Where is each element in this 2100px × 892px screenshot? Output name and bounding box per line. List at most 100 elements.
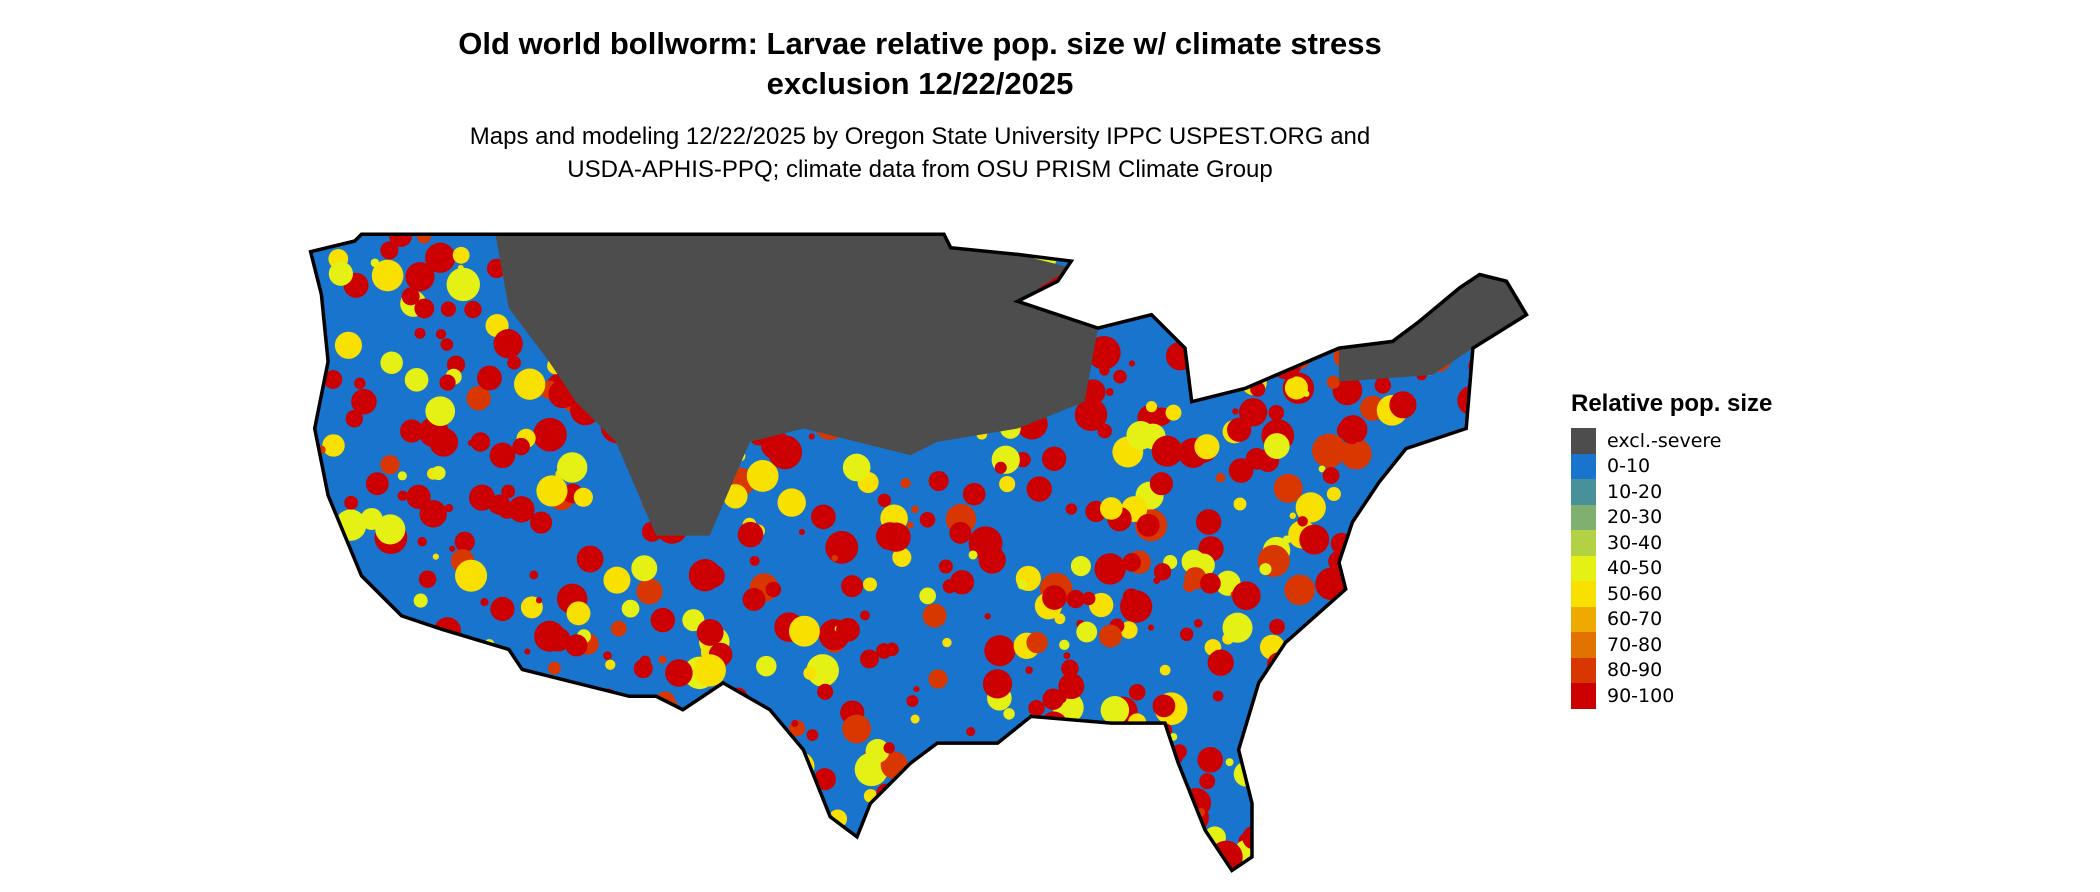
- population-cell: [1248, 755, 1270, 778]
- population-cell: [1336, 420, 1356, 440]
- population-cell: [699, 836, 715, 852]
- population-cell: [1126, 421, 1156, 450]
- population-cell: [413, 593, 428, 608]
- population-cell: [939, 824, 973, 858]
- population-cell: [658, 655, 667, 664]
- legend-label: 90-100: [1607, 684, 1675, 707]
- population-cell: [1018, 234, 1036, 245]
- population-cell: [1489, 651, 1509, 671]
- population-cell: [903, 837, 935, 869]
- population-cell: [620, 799, 635, 814]
- population-cell: [1239, 339, 1269, 368]
- population-cell: [365, 472, 389, 496]
- population-cell: [566, 601, 591, 626]
- population-cell: [1227, 417, 1252, 442]
- population-cell: [1186, 326, 1220, 361]
- population-cell: [1379, 651, 1405, 678]
- population-cell: [1311, 433, 1346, 468]
- population-cell: [1058, 673, 1085, 700]
- population-cell: [1505, 719, 1527, 742]
- population-cell: [1497, 649, 1521, 673]
- population-cell: [1326, 375, 1340, 389]
- population-cell: [1489, 336, 1507, 355]
- population-cell: [1453, 465, 1460, 472]
- population-cell: [310, 768, 321, 786]
- population-cell: [1113, 805, 1125, 817]
- population-cell: [693, 654, 726, 687]
- population-cell: [1441, 795, 1471, 825]
- population-cell: [418, 570, 437, 588]
- population-cell: [1063, 652, 1071, 660]
- population-cell: [1134, 840, 1166, 871]
- population-cell: [404, 368, 429, 392]
- population-cell: [1413, 692, 1438, 718]
- population-cell: [580, 763, 599, 781]
- population-cell: [864, 858, 892, 871]
- population-cell: [984, 613, 991, 620]
- population-cell: [1302, 691, 1320, 708]
- population-cell: [1499, 444, 1510, 455]
- population-cell: [1332, 375, 1363, 406]
- population-cell: [1446, 673, 1457, 684]
- population-cell: [1061, 659, 1079, 678]
- map-title: Old world bollworm: Larvae relative pop.…: [0, 24, 1840, 104]
- population-cell: [369, 696, 402, 729]
- population-cell: [322, 724, 350, 753]
- population-cell: [1297, 516, 1308, 527]
- population-cell: [1385, 663, 1418, 697]
- population-cell: [962, 482, 986, 506]
- population-cell: [1215, 308, 1231, 325]
- population-cell: [1128, 683, 1146, 701]
- population-cell: [1307, 335, 1316, 345]
- population-cell: [877, 493, 892, 507]
- population-cell: [1498, 357, 1512, 371]
- population-cell: [1042, 688, 1064, 710]
- population-cell: [1423, 295, 1431, 304]
- population-cell: [475, 808, 493, 827]
- population-cell: [842, 453, 871, 482]
- population-cell: [1165, 404, 1182, 421]
- population-cell: [895, 778, 921, 805]
- subtitle-line-1: Maps and modeling 12/22/2025 by Oregon S…: [469, 123, 1371, 150]
- population-cell: [1075, 729, 1104, 758]
- population-cell: [1439, 476, 1466, 503]
- map-subtitle: Maps and modeling 12/22/2025 by Oregon S…: [0, 120, 1840, 186]
- population-cell: [911, 505, 919, 514]
- population-cell: [1232, 581, 1261, 610]
- population-cell: [756, 655, 777, 677]
- population-cell: [1284, 574, 1315, 606]
- population-cell: [1222, 612, 1253, 643]
- population-cell: [488, 711, 518, 741]
- legend-swatch: [1571, 530, 1596, 556]
- population-cell: [355, 734, 378, 757]
- title-line-2: exclusion 12/22/2025: [766, 66, 1074, 101]
- population-cell: [1509, 776, 1516, 784]
- population-cell: [399, 768, 415, 783]
- population-cell: [395, 702, 418, 725]
- population-cell: [1379, 552, 1411, 583]
- population-cell: [1238, 234, 1272, 253]
- population-cell: [997, 860, 1006, 868]
- population-cell: [476, 659, 504, 687]
- population-cell: [959, 771, 992, 804]
- population-cell: [376, 765, 408, 797]
- population-cell: [561, 844, 570, 854]
- population-cell: [749, 555, 760, 566]
- population-cell: [863, 577, 878, 592]
- population-cell: [1411, 736, 1436, 761]
- population-cell: [1495, 827, 1517, 849]
- population-cell: [645, 816, 660, 831]
- population-cell: [489, 442, 516, 469]
- population-cell: [1506, 354, 1527, 379]
- population-cell: [1389, 391, 1417, 419]
- population-cell: [432, 553, 439, 560]
- population-cell: [1233, 497, 1247, 511]
- population-cell: [798, 528, 806, 536]
- population-cell: [1427, 250, 1454, 278]
- population-cell: [1199, 773, 1216, 790]
- population-cell: [1095, 797, 1128, 830]
- population-cell: [310, 748, 342, 781]
- population-cell: [1082, 591, 1096, 606]
- population-cell: [1420, 664, 1445, 689]
